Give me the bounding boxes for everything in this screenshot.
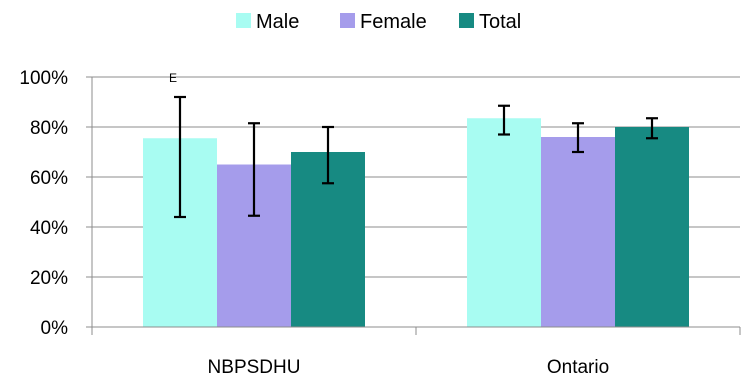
error-bars bbox=[174, 95, 658, 219]
y-tick-label: 80% bbox=[30, 118, 68, 139]
legend-swatch-male bbox=[236, 13, 251, 28]
bars bbox=[143, 118, 689, 327]
axis-labels: 0% 20% 40% 60% 80% 100% E NBPSDHU Ontario bbox=[19, 68, 609, 378]
legend-label-female: Female bbox=[360, 11, 427, 33]
x-category-label: NBPSDHU bbox=[208, 357, 301, 378]
legend-swatch-female bbox=[340, 13, 355, 28]
estimate-flag: E bbox=[169, 71, 177, 85]
y-tick-label: 20% bbox=[30, 268, 68, 289]
bar-female bbox=[541, 137, 615, 327]
bar-male bbox=[467, 118, 541, 327]
axes bbox=[86, 76, 741, 335]
y-tick-label: 0% bbox=[41, 318, 69, 339]
y-tick-label: 40% bbox=[30, 218, 68, 239]
legend: Male Female Total bbox=[236, 11, 521, 33]
legend-swatch-total bbox=[459, 13, 474, 28]
y-tick-label: 100% bbox=[19, 68, 68, 89]
bar-total bbox=[615, 127, 689, 327]
y-tick-label: 60% bbox=[30, 168, 68, 189]
legend-label-male: Male bbox=[256, 11, 299, 33]
legend-label-total: Total bbox=[479, 11, 521, 33]
x-category-label: Ontario bbox=[547, 357, 609, 378]
